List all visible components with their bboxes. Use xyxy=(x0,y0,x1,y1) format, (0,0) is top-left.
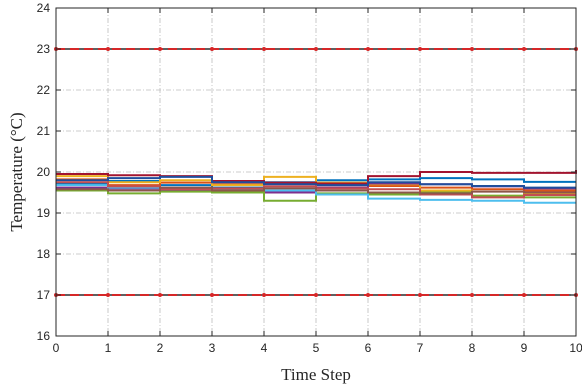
bound-marker xyxy=(366,293,370,297)
series-line xyxy=(56,169,577,185)
bound-marker xyxy=(106,47,110,51)
bound-marker xyxy=(210,47,214,51)
bound-marker xyxy=(522,293,526,297)
y-tick-label: 18 xyxy=(37,247,51,261)
series-line xyxy=(56,186,576,195)
bound-marker xyxy=(470,47,474,51)
y-tick-label: 24 xyxy=(37,1,51,15)
bound-marker xyxy=(470,293,474,297)
bound-marker xyxy=(418,293,422,297)
x-tick-label: 1 xyxy=(105,341,112,355)
bound-marker xyxy=(522,47,526,51)
series-lines xyxy=(56,169,577,204)
x-tick-label: 0 xyxy=(53,341,60,355)
bound-marker xyxy=(262,47,266,51)
x-tick-label: 6 xyxy=(365,341,372,355)
x-tick-label: 3 xyxy=(209,341,216,355)
x-tick-label: 8 xyxy=(469,341,476,355)
bound-marker xyxy=(314,293,318,297)
y-tick-label: 20 xyxy=(37,165,51,179)
y-tick-label: 21 xyxy=(37,124,51,138)
series-line xyxy=(56,175,576,189)
bound-marker xyxy=(262,293,266,297)
y-tick-label: 23 xyxy=(37,42,51,56)
y-tick-label: 16 xyxy=(37,329,51,343)
bound-marker xyxy=(366,47,370,51)
bound-marker xyxy=(210,293,214,297)
bound-marker xyxy=(314,47,318,51)
y-axis-label: Temperature (°C) xyxy=(7,112,26,231)
y-tick-label: 19 xyxy=(37,206,51,220)
x-tick-label: 10 xyxy=(569,341,582,355)
x-tick-label: 5 xyxy=(313,341,320,355)
bound-marker xyxy=(158,293,162,297)
x-tick-label: 7 xyxy=(417,341,424,355)
x-tick-label: 4 xyxy=(261,341,268,355)
bound-marker xyxy=(418,47,422,51)
bound-marker xyxy=(158,47,162,51)
x-tick-label: 9 xyxy=(521,341,528,355)
x-axis-label: Time Step xyxy=(281,365,351,384)
x-tick-label: 2 xyxy=(157,341,164,355)
bound-marker xyxy=(106,293,110,297)
y-tick-label: 22 xyxy=(37,83,51,97)
y-tick-label: 17 xyxy=(37,288,51,302)
